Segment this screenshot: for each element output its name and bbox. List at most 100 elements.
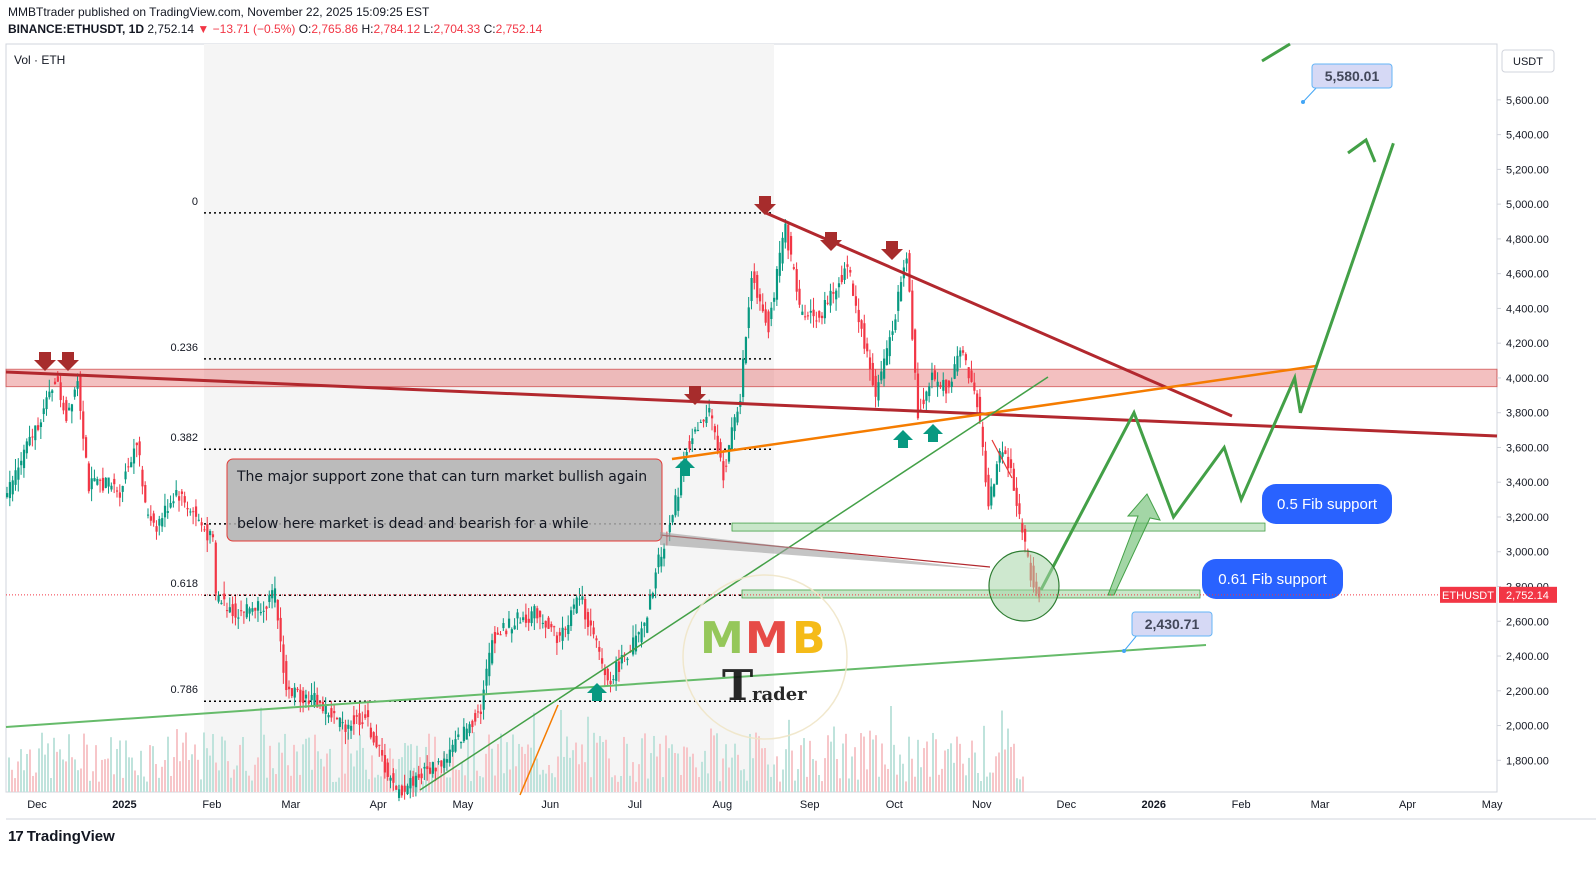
candle-body [961, 350, 965, 353]
candles [6, 218, 1041, 802]
candle-body [462, 726, 466, 742]
candle-body [443, 758, 446, 768]
volume-bars [8, 706, 1024, 792]
x-tick-label: Dec [1057, 799, 1077, 811]
volume-bar [215, 762, 217, 792]
volume-bar [668, 748, 670, 792]
candle-body [753, 271, 756, 283]
volume-bar [272, 768, 274, 792]
volume-bar [500, 733, 502, 792]
candle-body [513, 625, 516, 630]
candle-body [702, 419, 705, 422]
candle-body [347, 724, 350, 729]
down-arrow-icon [754, 196, 776, 215]
candle-body [234, 603, 237, 618]
volume-bar [281, 752, 283, 792]
note-box [226, 458, 663, 542]
candle-body [223, 593, 226, 600]
candle-body [801, 311, 804, 315]
candle-body [536, 608, 539, 619]
volume-bar [182, 742, 184, 792]
volume-bar [887, 768, 889, 792]
candle-body [852, 283, 855, 296]
candle-body [727, 445, 731, 462]
volume-bar [344, 773, 346, 792]
volume-bar [53, 737, 55, 792]
candle-body [361, 722, 364, 725]
y-tick-label: 4,200.00 [1506, 338, 1549, 350]
candle-body [70, 404, 74, 412]
target-low-callout-dot [1122, 649, 1126, 653]
candle-body [688, 441, 691, 449]
candle-body [155, 526, 158, 532]
volume-bar [674, 753, 676, 792]
volume-bar [251, 780, 253, 792]
fib05-support-box [731, 522, 1266, 532]
candle-body [832, 291, 835, 294]
volume-bar [575, 742, 577, 792]
candle-body [883, 358, 886, 379]
candle-body [53, 381, 57, 385]
volume-bar [188, 759, 190, 792]
candle-body [429, 767, 432, 774]
candle-body [696, 429, 700, 431]
volume-bar [74, 759, 76, 792]
candle-body [423, 766, 426, 769]
volume-label: Vol · ETH [14, 53, 65, 67]
volume-bar [470, 781, 472, 792]
volume-bar [407, 745, 409, 792]
target-high-callout: 5,580.01 [1301, 63, 1393, 104]
volume-bar [287, 765, 289, 792]
candle-body [268, 594, 271, 603]
volume-bar [194, 744, 196, 792]
volume-bar [707, 773, 709, 792]
c-label: C: [483, 22, 496, 36]
volume-bar [656, 756, 658, 792]
volume-bar [914, 776, 916, 792]
volume-bar [233, 769, 235, 792]
volume-bar [884, 764, 886, 792]
volume-bar [1007, 728, 1009, 792]
candle-body [138, 441, 141, 456]
candle-body [744, 337, 748, 364]
volume-bar [791, 750, 793, 792]
price-chart[interactable]: 0 0.236 0.382 0.618 0.786 The major support z… [0, 0, 1596, 826]
volume-bar [962, 763, 964, 792]
descending-trendline [765, 211, 1233, 418]
candle-body [412, 776, 415, 786]
volume-bar [677, 753, 679, 792]
watermark-sub: rader [752, 684, 807, 705]
currency-button[interactable] [1501, 49, 1555, 73]
candle-body [626, 658, 629, 661]
volume-bar [245, 770, 247, 792]
volume-bar [635, 781, 637, 792]
volume-bar [350, 753, 352, 792]
candle-body [406, 785, 409, 795]
candle-body [1021, 522, 1024, 533]
volume-bar [761, 748, 763, 792]
volume-bar [623, 736, 625, 792]
candle-body [578, 598, 581, 600]
volume-bar [113, 774, 115, 792]
volume-bar [404, 742, 406, 792]
candle-body [496, 632, 499, 635]
candle-body [747, 307, 750, 329]
volume-bar [950, 743, 952, 792]
candle-body [42, 408, 45, 415]
candle-body [214, 542, 217, 594]
candle-body [914, 329, 917, 373]
volume-bar [476, 770, 478, 792]
up-arrow-icon [923, 424, 943, 442]
volume-bar [380, 776, 382, 792]
currency-label: USDT [1513, 56, 1543, 68]
volume-bar [332, 781, 334, 792]
volume-bar [653, 735, 655, 792]
volume-bar [353, 766, 355, 792]
fib061-support-box [741, 589, 1201, 599]
volume-bar [419, 757, 421, 792]
candle-body [56, 376, 59, 382]
watermark-m1: M [700, 613, 744, 664]
volume-bar [746, 780, 748, 792]
candle-body [194, 506, 198, 517]
volume-bar [758, 736, 760, 792]
